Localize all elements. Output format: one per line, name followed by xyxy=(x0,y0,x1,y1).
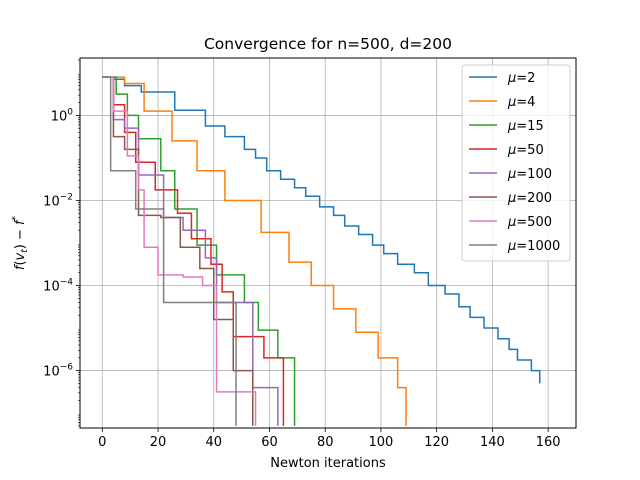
x-axis-ticks: 0 20 40 60 80 100 120 140 160 xyxy=(98,428,561,450)
series-line-mu-15 xyxy=(102,76,296,426)
x-tick-label: 80 xyxy=(317,435,334,450)
series-line-mu-100 xyxy=(102,76,279,426)
y-tick-label: 10−4 xyxy=(43,278,73,295)
legend-label-mu-500: μ=500 xyxy=(507,215,552,230)
legend-label-mu-2: μ=2 xyxy=(507,71,535,86)
chart-title: Convergence for n=500, d=200 xyxy=(204,35,452,53)
legend-label-mu-100: μ=100 xyxy=(507,167,552,182)
x-tick-label: 60 xyxy=(261,435,278,450)
series-line-mu-500 xyxy=(102,76,257,426)
y-tick-label: 100 xyxy=(51,107,74,124)
y-axis-label: f(vt) − f* xyxy=(11,215,30,270)
series-line-mu-1000 xyxy=(102,76,237,426)
legend-label-mu-1000: μ=1000 xyxy=(507,239,560,254)
x-axis-label: Newton iterations xyxy=(270,456,386,471)
x-tick-label: 20 xyxy=(150,435,167,450)
x-tick-label: 120 xyxy=(424,435,449,450)
legend-label-mu-15: μ=15 xyxy=(507,119,544,134)
series-lines xyxy=(102,76,541,426)
y-tick-label: 10−6 xyxy=(43,363,73,380)
y-axis-ticks: 100 10−2 10−4 10−6 xyxy=(43,59,80,427)
x-tick-label: 160 xyxy=(536,435,561,450)
y-tick-label: 10−2 xyxy=(43,192,73,209)
series-line-mu-200 xyxy=(102,76,254,426)
legend-box xyxy=(461,64,571,262)
legend-label-mu-200: μ=200 xyxy=(507,191,552,206)
legend-label-mu-50: μ=50 xyxy=(507,143,544,158)
legend: μ=2 μ=4 μ=15 μ=50 μ=100 μ=200 μ=500 μ=1000 xyxy=(461,64,571,262)
series-line-mu-4 xyxy=(102,76,407,426)
series-line-mu-2 xyxy=(102,76,541,384)
x-tick-label: 40 xyxy=(205,435,222,450)
x-tick-label: 140 xyxy=(480,435,505,450)
legend-label-mu-4: μ=4 xyxy=(507,95,535,110)
x-tick-label: 100 xyxy=(369,435,394,450)
plot-frame xyxy=(79,57,577,429)
x-tick-label: 0 xyxy=(98,435,106,450)
